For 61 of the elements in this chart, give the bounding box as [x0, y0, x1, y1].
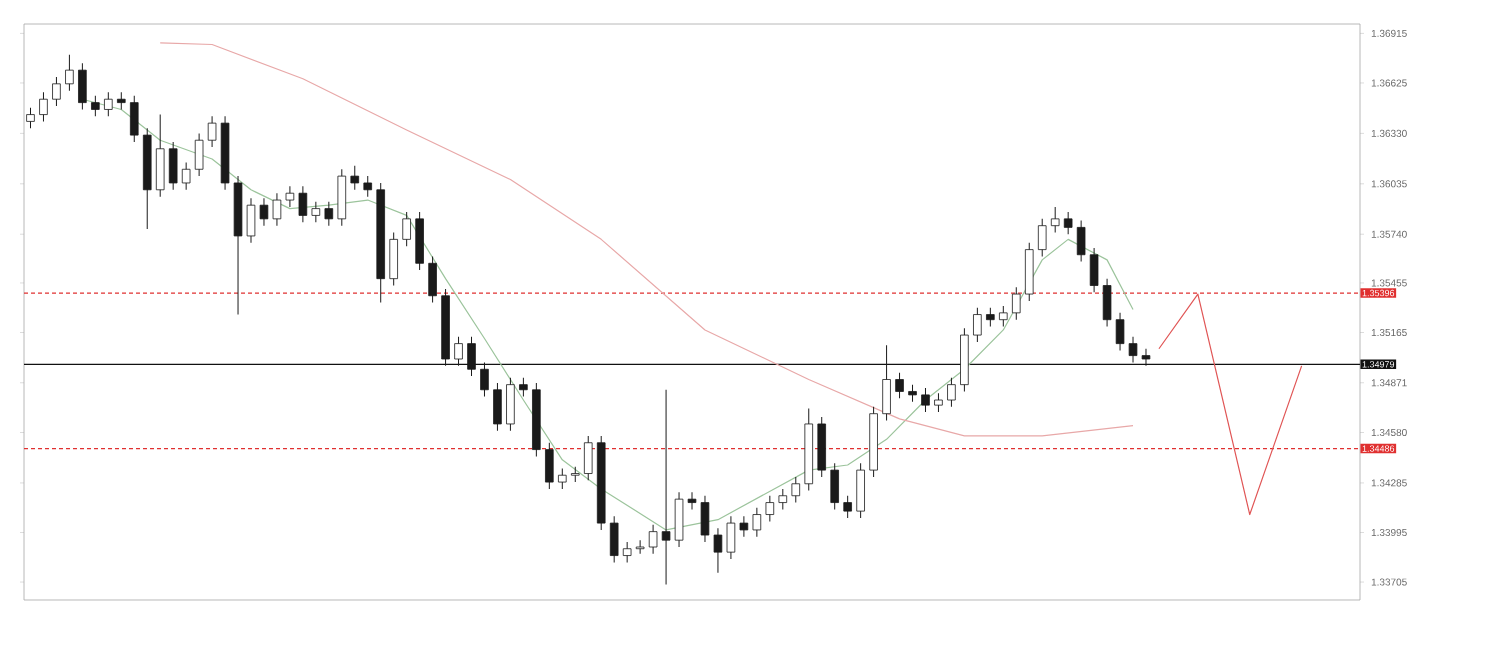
candlestick [506, 377, 515, 432]
candlestick [947, 377, 956, 408]
candlestick [285, 185, 295, 208]
candlestick [609, 515, 619, 563]
candlestick [895, 372, 904, 399]
candlestick [635, 539, 645, 555]
candlestick [973, 307, 982, 343]
candlestick [415, 211, 424, 271]
candlestick [519, 377, 528, 398]
candlestick [726, 515, 736, 560]
candlestick [1102, 278, 1112, 328]
candlestick [856, 462, 865, 519]
candlestick [648, 524, 658, 555]
candlestick [389, 232, 398, 287]
candlestick [934, 392, 943, 413]
candlestick [207, 115, 217, 148]
candlestick [765, 495, 775, 522]
line-series [1158, 293, 1303, 516]
candlestick [558, 467, 567, 490]
candlestick [104, 91, 113, 117]
candlestick [1089, 247, 1099, 293]
candlestick [194, 132, 204, 177]
candlestick [752, 507, 762, 538]
candlestick [986, 307, 995, 328]
candlestick [1024, 242, 1034, 302]
candlestick [1011, 286, 1021, 321]
candlestick [1037, 218, 1047, 257]
candlestick [622, 541, 632, 563]
candlestick [778, 488, 788, 510]
candlestick [52, 76, 61, 107]
candlestick [1076, 220, 1086, 263]
candlestick [350, 165, 360, 191]
candlestick [168, 141, 178, 191]
candlestick [583, 435, 593, 481]
candlestick [155, 114, 165, 198]
candlestick [999, 305, 1008, 328]
candlestick [428, 255, 437, 304]
candlestick [26, 107, 35, 129]
candlestick [363, 175, 373, 198]
candlestick [78, 62, 87, 110]
candlestick [791, 476, 801, 504]
candlestick [337, 168, 347, 227]
candlestick [921, 387, 930, 413]
candlestick [181, 161, 191, 191]
candlestick [39, 91, 48, 122]
line-series [159, 42, 1134, 437]
candlestick [1063, 211, 1073, 235]
candlestick [324, 201, 334, 227]
candlestick [739, 515, 749, 538]
candlestick [1050, 206, 1060, 234]
candlestick [545, 442, 554, 490]
candlestick [493, 382, 502, 432]
candlestick [402, 211, 411, 247]
candlestick [830, 462, 839, 510]
candlestick [311, 201, 321, 223]
candlestick [91, 95, 100, 117]
candlestick [817, 416, 827, 478]
candlestick [65, 54, 74, 92]
candlestick [129, 95, 139, 143]
candlestick [298, 185, 308, 223]
candlestick [843, 495, 852, 519]
